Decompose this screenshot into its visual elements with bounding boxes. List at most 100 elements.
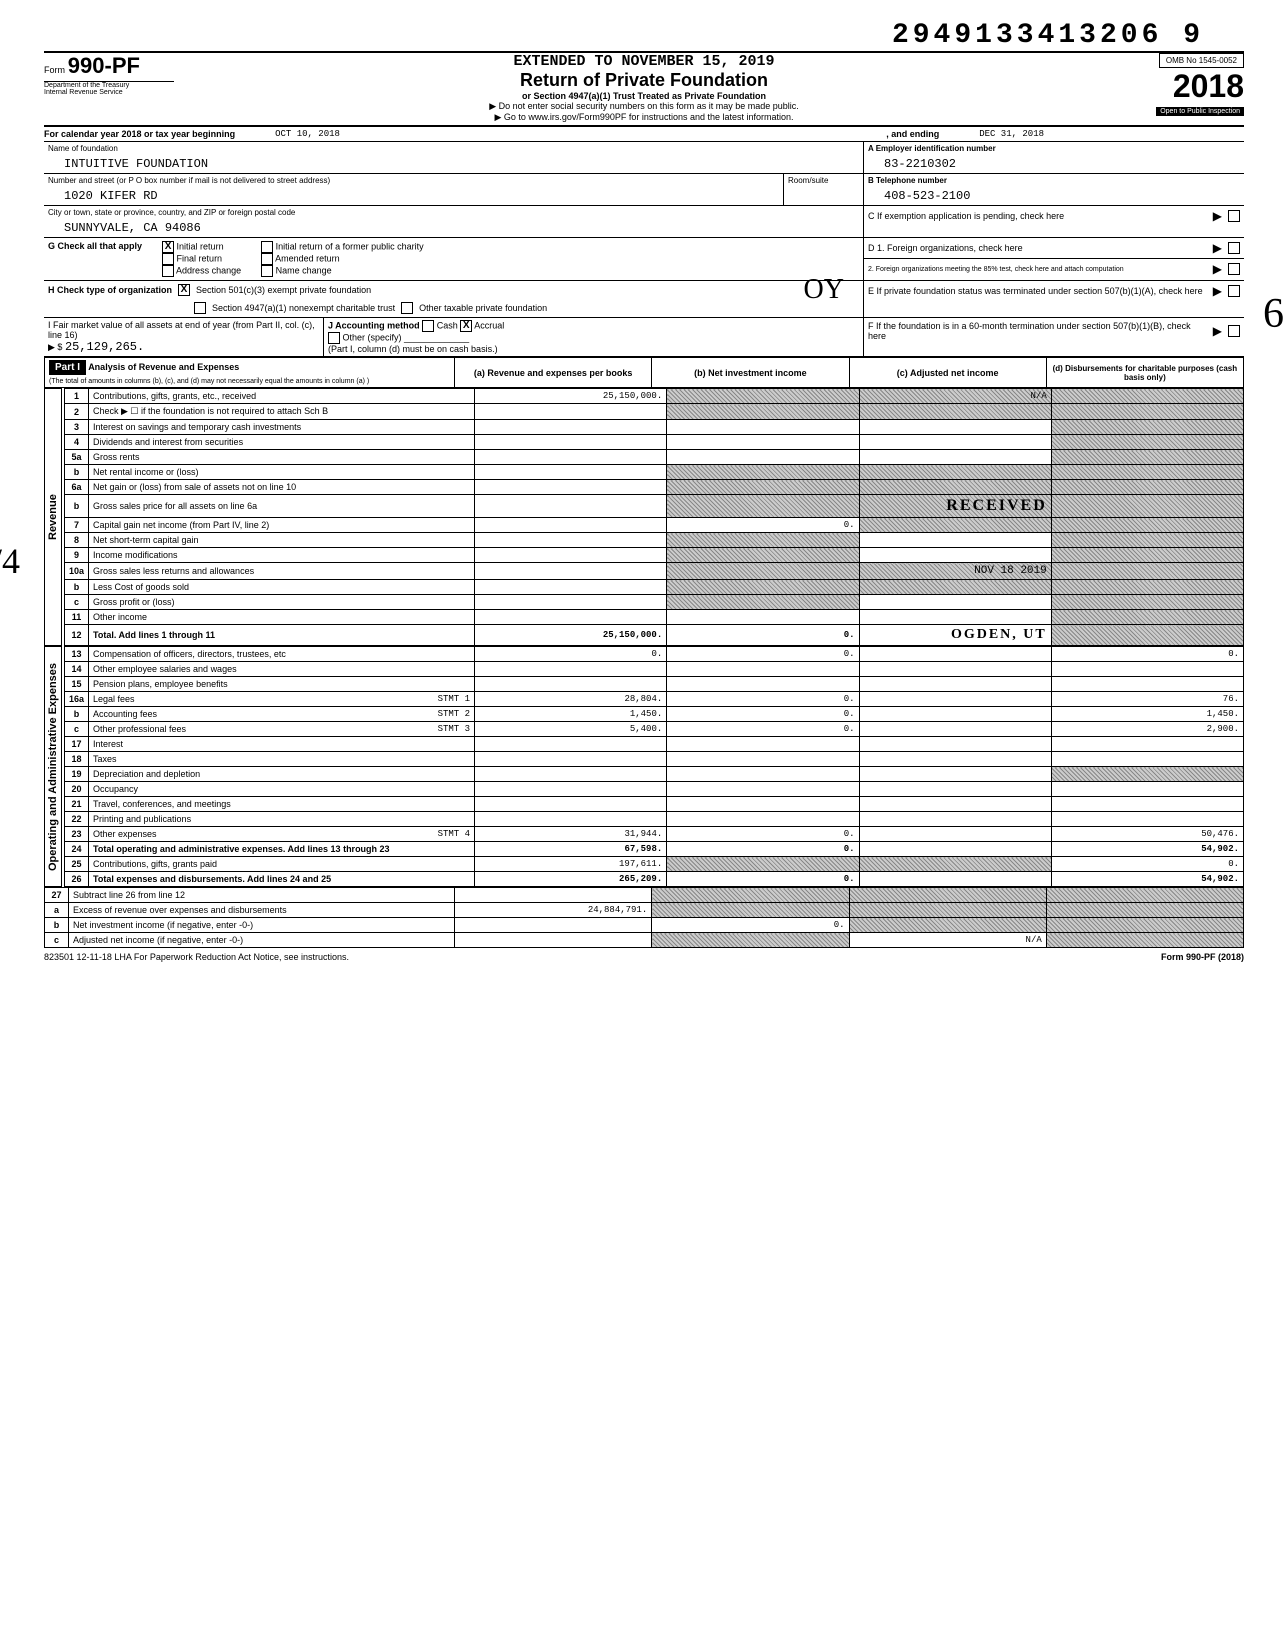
col-d-value <box>1051 737 1243 752</box>
row-label: Net investment income (if negative, ente… <box>69 918 455 933</box>
row-num: 11 <box>65 610 89 625</box>
document-locator-number: 2949133413206 9 <box>44 20 1244 51</box>
col-b-header: (b) Net investment income <box>652 358 849 388</box>
col-d-value <box>1051 752 1243 767</box>
form-subtitle-3: ▶ Go to www.irs.gov/Form990PF for instru… <box>174 112 1114 123</box>
f-label: F If the foundation is in a 60-month ter… <box>868 321 1207 341</box>
g-initial-checkbox[interactable]: X <box>162 241 174 253</box>
col-c-value <box>859 610 1051 625</box>
part1-title: Analysis of Revenue and Expenses <box>88 362 239 372</box>
col-d-value <box>1051 563 1243 580</box>
col-d-value <box>1046 888 1243 903</box>
g-amended-checkbox[interactable] <box>261 253 273 265</box>
j-accrual-label: Accrual <box>474 320 504 330</box>
col-b-value: 0. <box>667 707 859 722</box>
col-d-value <box>1051 450 1243 465</box>
tax-year-end: DEC 31, 2018 <box>979 129 1044 139</box>
col-d-value <box>1051 782 1243 797</box>
col-b-value <box>667 580 859 595</box>
col-d-value <box>1051 548 1243 563</box>
col-c-value <box>859 450 1051 465</box>
col-a-value: 24,884,791. <box>455 903 652 918</box>
j-other-checkbox[interactable] <box>328 332 340 344</box>
row-num: 3 <box>65 420 89 435</box>
row-num: b <box>65 465 89 480</box>
row-num: 25 <box>65 857 89 872</box>
row-label: Gross profit or (loss) <box>89 595 475 610</box>
row-num: c <box>45 933 69 948</box>
g-addrchange-label: Address change <box>176 265 241 275</box>
col-a-value <box>475 548 667 563</box>
col-c-value: OGDEN, UT <box>859 625 1051 646</box>
c-checkbox[interactable] <box>1228 210 1240 222</box>
part1-header: Part I <box>49 360 86 375</box>
row-num: 10a <box>65 563 89 580</box>
g-addrchange-checkbox[interactable] <box>162 265 174 277</box>
col-b-value <box>667 610 859 625</box>
col-d-value <box>1051 389 1243 404</box>
row-num: b <box>65 495 89 518</box>
name-label: Name of foundation <box>44 142 863 155</box>
row-label: Adjusted net income (if negative, enter … <box>69 933 455 948</box>
foundation-name: INTUITIVE FOUNDATION <box>44 155 863 173</box>
expenses-vlabel: Operating and Administrative Expenses <box>44 646 62 887</box>
d2-checkbox[interactable] <box>1228 263 1240 275</box>
row-label: Total. Add lines 1 through 11 <box>89 625 475 646</box>
row-num: 23 <box>65 827 89 842</box>
row-num: 20 <box>65 782 89 797</box>
i-arrow: ▶ $ <box>48 342 62 352</box>
row-num: 24 <box>65 842 89 857</box>
row-label: Pension plans, employee benefits <box>89 677 475 692</box>
g-initial-former-checkbox[interactable] <box>261 241 273 253</box>
form-subtitle-1: or Section 4947(a)(1) Trust Treated as P… <box>174 91 1114 101</box>
room-label: Room/suite <box>784 174 863 187</box>
row-label: Capital gain net income (from Part IV, l… <box>89 518 475 533</box>
j-accrual-checkbox[interactable]: X <box>460 320 472 332</box>
e-checkbox[interactable] <box>1228 285 1240 297</box>
address-label: Number and street (or P O box number if … <box>44 174 783 187</box>
row-label: Depreciation and depletion <box>89 767 475 782</box>
j-cash-checkbox[interactable] <box>422 320 434 332</box>
col-c-value: RECEIVED <box>859 495 1051 518</box>
g-final-label: Final return <box>177 253 223 263</box>
g-amended-label: Amended return <box>275 253 340 263</box>
g-namechange-checkbox[interactable] <box>261 265 273 277</box>
col-c-value <box>859 857 1051 872</box>
col-c-value <box>859 827 1051 842</box>
row-label: Other expenses STMT 4 <box>89 827 475 842</box>
row-label: Taxes <box>89 752 475 767</box>
d1-checkbox[interactable] <box>1228 242 1240 254</box>
h-501c3-checkbox[interactable]: X <box>178 284 190 296</box>
row-label: Gross sales price for all assets on line… <box>89 495 475 518</box>
col-c-value <box>859 404 1051 420</box>
col-a-value <box>475 435 667 450</box>
col-c-value <box>859 480 1051 495</box>
row-num: 21 <box>65 797 89 812</box>
row-label: Subtract line 26 from line 12 <box>69 888 455 903</box>
row-label: Interest <box>89 737 475 752</box>
g-final-checkbox[interactable] <box>162 253 174 265</box>
ein-value: 83-2210302 <box>864 155 1244 173</box>
col-b-value: 0. <box>667 625 859 646</box>
col-a-value <box>475 595 667 610</box>
row-label: Dividends and interest from securities <box>89 435 475 450</box>
row-num: 6a <box>65 480 89 495</box>
h-other-checkbox[interactable] <box>401 302 413 314</box>
col-c-value <box>859 662 1051 677</box>
row-label: Total expenses and disbursements. Add li… <box>89 872 475 887</box>
col-d-value <box>1051 404 1243 420</box>
h-4947-label: Section 4947(a)(1) nonexempt charitable … <box>212 303 395 313</box>
h-4947-checkbox[interactable] <box>194 302 206 314</box>
row-label: Occupancy <box>89 782 475 797</box>
row-num: 15 <box>65 677 89 692</box>
col-a-value <box>475 465 667 480</box>
col-b-value <box>667 767 859 782</box>
revenue-vlabel: Revenue <box>44 388 62 646</box>
row-label: Contributions, gifts, grants, etc., rece… <box>89 389 475 404</box>
row-num: b <box>65 707 89 722</box>
col-c-value <box>859 518 1051 533</box>
col-a-value <box>475 563 667 580</box>
f-checkbox[interactable] <box>1228 325 1240 337</box>
col-d-header: (d) Disbursements for charitable purpose… <box>1046 358 1243 388</box>
h-501c3-label: Section 501(c)(3) exempt private foundat… <box>196 285 371 295</box>
